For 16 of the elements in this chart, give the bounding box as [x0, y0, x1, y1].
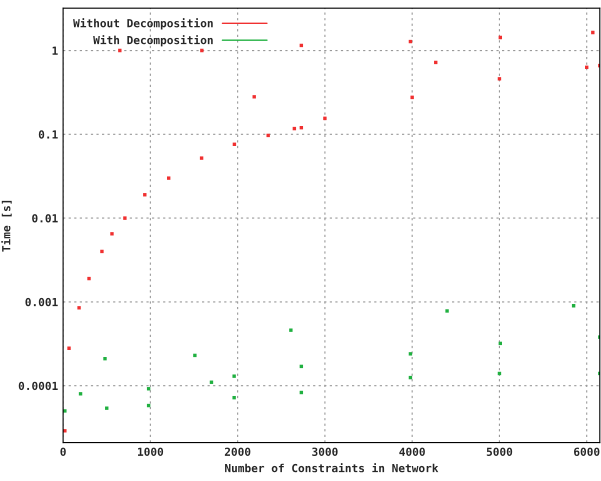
y-tick-label: 0.1	[38, 130, 58, 139]
x-tick-label: 0	[60, 448, 66, 456]
y-tick-label: 0.01	[32, 214, 58, 222]
y-tick-label: 1	[52, 46, 58, 55]
x-tick-label: 3000	[312, 448, 338, 456]
x-axis-title: Number of Constraints in Network	[225, 463, 438, 472]
legend-label: Without Decomposition	[73, 18, 213, 30]
x-tick-label: 2000	[224, 448, 250, 456]
y-tick-label: 0.0001	[18, 382, 58, 390]
x-tick-label: 4000	[399, 448, 425, 456]
x-tick-label: 1000	[138, 448, 164, 456]
y-tick-label: 0.001	[25, 298, 58, 306]
x-tick-label: 5000	[486, 448, 512, 456]
legend-label: With Decomposition	[93, 35, 213, 46]
x-tick-label: 6000	[574, 448, 600, 456]
y-axis-title: Time [s]	[1, 200, 12, 252]
